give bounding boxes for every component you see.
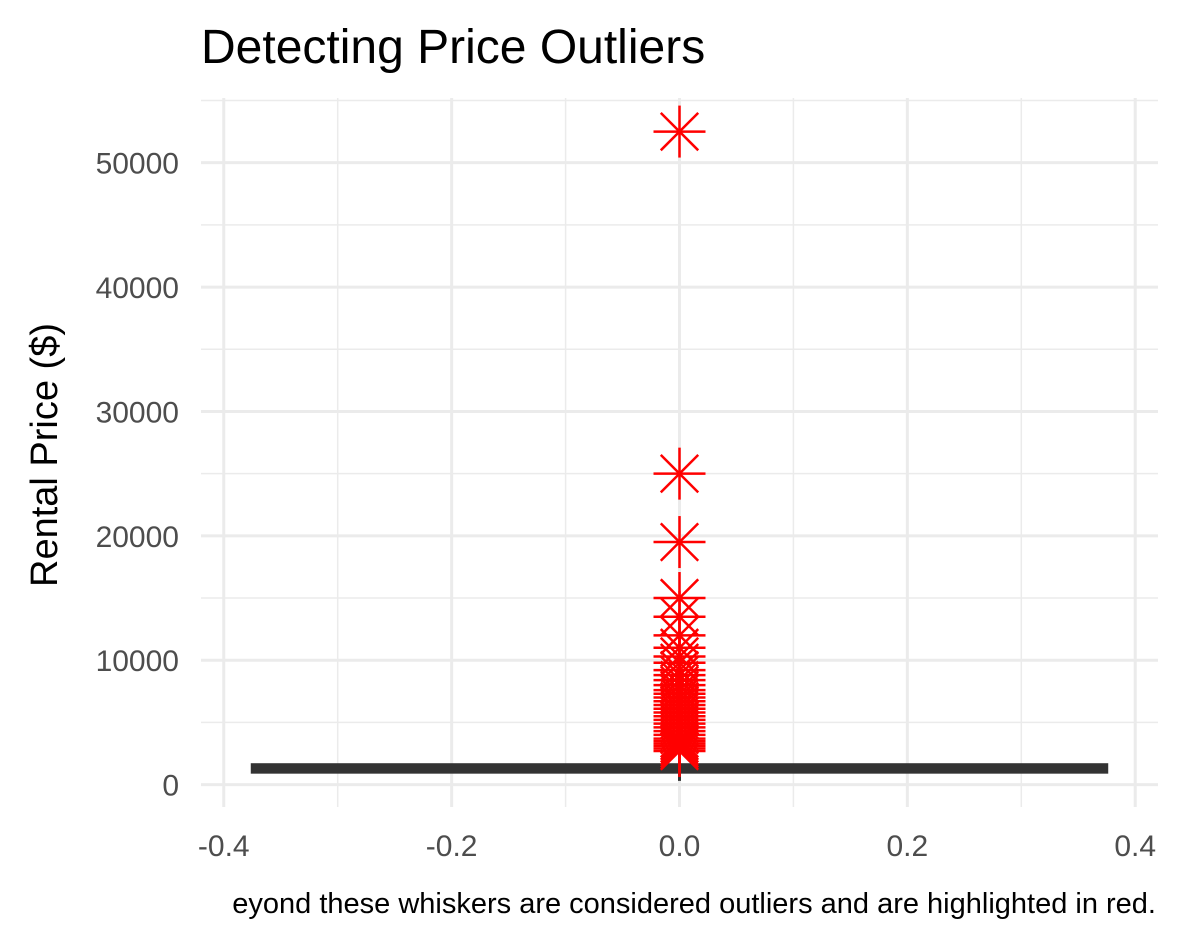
y-tick-label: 20000 [96, 521, 179, 554]
x-tick-label: -0.2 [426, 830, 478, 863]
y-tick-label: 0 [162, 770, 179, 803]
y-tick-label: 30000 [96, 396, 179, 429]
x-tick-label: -0.4 [198, 830, 250, 863]
chart-caption: eyond these whiskers are considered outl… [232, 888, 1156, 920]
outlier-point [653, 516, 706, 569]
outlier-point [653, 447, 706, 500]
outlier-point [653, 105, 706, 158]
outlier-point [653, 725, 706, 778]
y-axis-label: Rental Price ($) [24, 323, 66, 587]
axis-ticks: -0.4 -0.2 0.0 0.2 0.4 0 10000 20000 30000 40000 50… [96, 148, 1157, 863]
y-tick-label: 50000 [96, 148, 179, 181]
y-tick-label: 40000 [96, 272, 179, 305]
x-tick-label: 0.0 [659, 830, 701, 863]
chart-title: Detecting Price Outliers [201, 21, 705, 74]
y-tick-label: 10000 [96, 645, 179, 678]
x-tick-label: 0.4 [1114, 830, 1156, 863]
outlier-points [653, 105, 706, 778]
x-tick-label: 0.2 [886, 830, 928, 863]
